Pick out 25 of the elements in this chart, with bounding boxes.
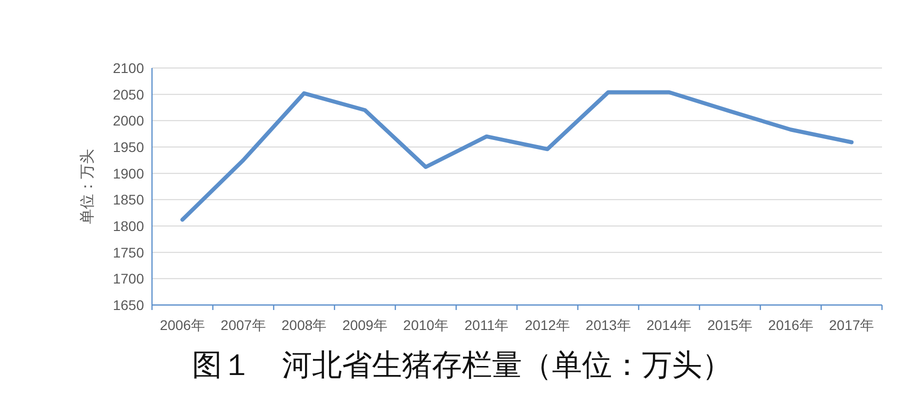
x-tick-label: 2014年 [646,317,692,333]
y-tick-label: 1900 [112,165,144,182]
x-tick-label: 2016年 [768,317,814,333]
x-tick-label: 2009年 [342,317,388,333]
x-tick-label: 2010年 [403,317,448,333]
x-tick-label: 2011年 [464,317,509,333]
y-tick-label: 1800 [112,218,144,234]
line-series [180,90,854,222]
x-tick-label: 2015年 [707,317,752,333]
x-tick-label: 2013年 [586,317,631,333]
x-tick-label: 2008年 [282,317,327,333]
y-axis-title: 单位：万头 [79,149,96,224]
text: 图１ 河北省生猪存栏量（单位：万头） [192,349,732,382]
y-tick-label: 2000 [112,112,144,129]
y-tick-label: 1850 [112,192,144,208]
y-tick-label: 1700 [112,270,144,287]
y-tick-label: 2100 [112,60,144,76]
x-tick-label: 2007年 [220,317,266,333]
y-tick-label: 1650 [112,297,144,313]
y-tick-label: 1950 [112,139,144,155]
x-tick-label: 2012年 [524,317,570,333]
y-tick-label: 1750 [112,244,144,260]
x-tick-label: 2017年 [829,317,874,333]
x-tick-label: 2006年 [160,317,205,333]
y-tick-label: 2050 [112,86,144,102]
